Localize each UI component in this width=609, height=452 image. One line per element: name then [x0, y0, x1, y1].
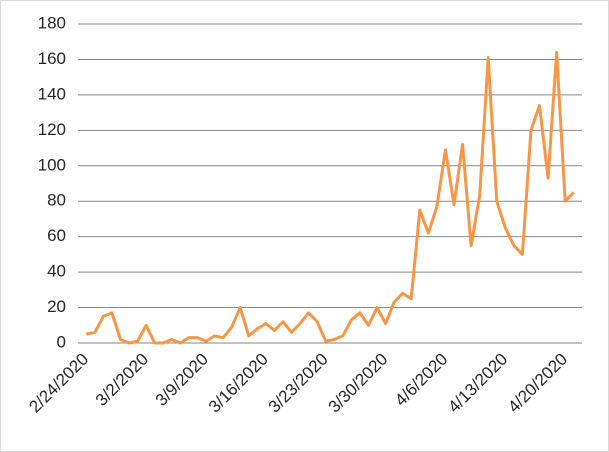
y-tick-label: 160	[38, 49, 66, 68]
y-tick-label: 180	[38, 13, 66, 32]
y-tick-label: 40	[47, 262, 66, 281]
y-tick-label: 120	[38, 120, 66, 139]
y-tick-label: 100	[38, 155, 66, 174]
data-line	[85, 50, 575, 345]
y-tick-label: 0	[57, 332, 66, 351]
y-tick-label: 20	[47, 297, 66, 316]
y-tick-label: 140	[38, 84, 66, 103]
y-tick-label: 80	[47, 191, 66, 210]
y-tick-label: 60	[47, 226, 66, 245]
